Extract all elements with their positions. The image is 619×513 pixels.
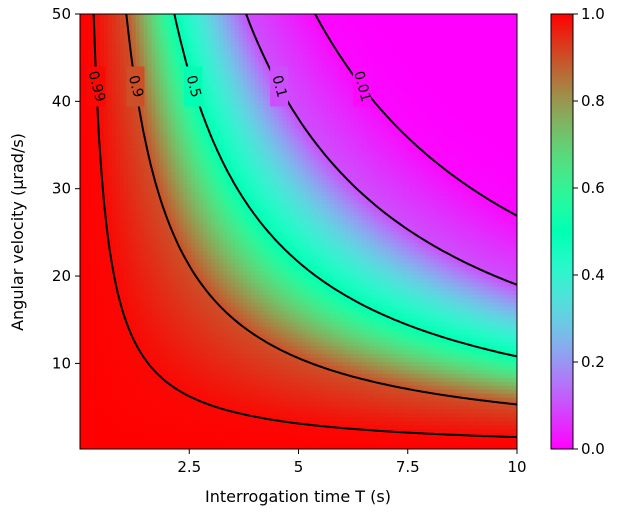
- y-tick-label: 40: [52, 92, 71, 110]
- contour-line: [173, 14, 517, 358]
- colorbar-tick-label: 0.6: [581, 179, 605, 197]
- x-tick-label: 7.5: [396, 458, 420, 476]
- y-tick-label: 20: [52, 267, 71, 285]
- contour-label: 0.01: [350, 69, 374, 103]
- contour-lines: [92, 14, 517, 439]
- contour-labels: 0.99 0.9 0.5 0.1 0.01: [85, 66, 374, 107]
- colorbar: [550, 13, 574, 450]
- y-tick-label: 50: [52, 5, 71, 23]
- colorbar-tick-label: 0.2: [581, 353, 605, 371]
- colorbar-axis: 0.0 0.2 0.4 0.6 0.8 1.0: [573, 5, 605, 458]
- contour-line: [125, 14, 517, 406]
- colorbar-tick-label: 0.4: [581, 266, 605, 284]
- x-tick-label: 5: [294, 458, 304, 476]
- x-tick-label: 10: [507, 458, 526, 476]
- contour-label: 0.1: [268, 74, 289, 100]
- contour-label: 0.9: [125, 74, 146, 100]
- contour-label: 0.99: [85, 69, 109, 103]
- contour-label-background: [184, 66, 203, 107]
- contour-line: [245, 14, 517, 286]
- contour-label: 0.5: [183, 74, 204, 100]
- contour-line: [314, 14, 517, 217]
- y-tick-label: 10: [52, 354, 71, 372]
- colorbar-tick-label: 0.8: [581, 92, 605, 110]
- x-axis: 2.5 5 7.5 10: [177, 449, 527, 476]
- contour-label-background: [87, 66, 106, 107]
- contour-label-background: [126, 66, 145, 107]
- y-axis: 10 20 30 40 50: [52, 5, 80, 372]
- contour-label-background: [352, 66, 371, 107]
- contour-line: [92, 14, 517, 439]
- heatmap: [80, 14, 517, 449]
- y-tick-label: 30: [52, 180, 71, 198]
- colorbar-tick-label: 0.0: [581, 440, 605, 458]
- colorbar-tick-label: 1.0: [581, 5, 605, 23]
- contour-label-background: [270, 66, 289, 107]
- x-tick-label: 2.5: [177, 458, 201, 476]
- x-axis-label: Interrogation time T (s): [205, 487, 391, 506]
- y-axis-label: Angular velocity (μrad/s): [8, 133, 27, 331]
